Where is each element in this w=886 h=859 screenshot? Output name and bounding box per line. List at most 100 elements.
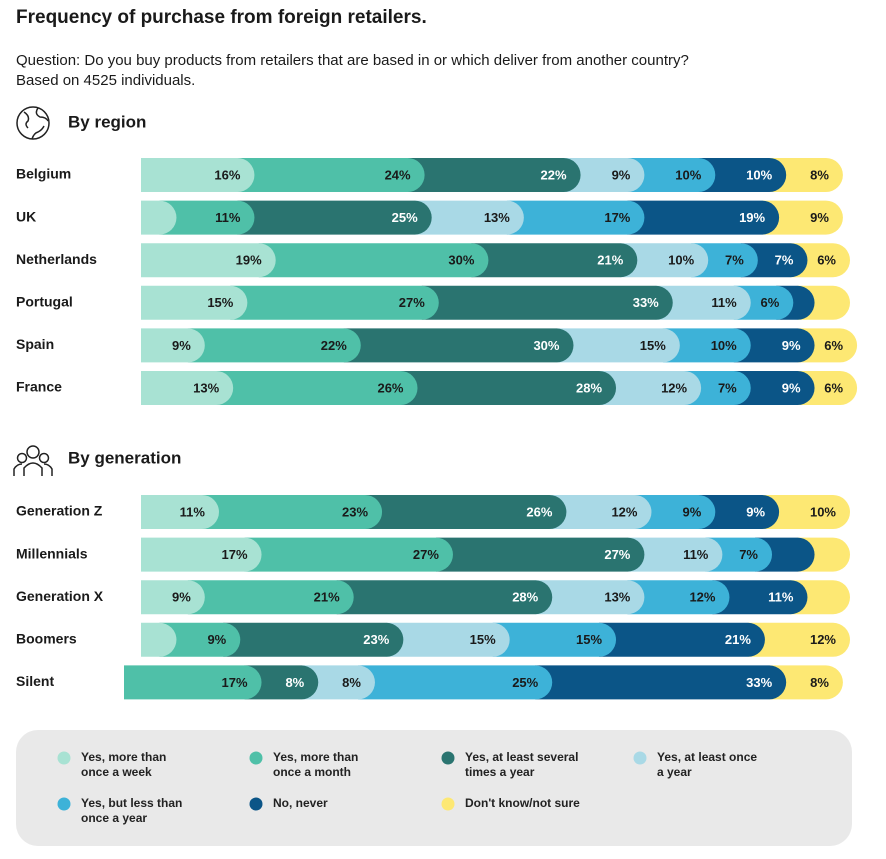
bar-segment: [790, 243, 850, 278]
value-label: 26%: [526, 504, 552, 519]
value-label: 6%: [817, 253, 836, 268]
bar-segment: [535, 665, 787, 700]
bar-segment: [223, 622, 404, 657]
value-label: 19%: [236, 253, 262, 268]
value-label: 7%: [775, 253, 794, 268]
value-label: 21%: [314, 590, 340, 605]
value-label: 13%: [484, 210, 510, 225]
value-label: 7%: [718, 380, 737, 395]
value-label: 12%: [689, 590, 715, 605]
value-label: 10%: [746, 167, 772, 182]
bar-segment: [627, 200, 780, 235]
bar-segment: [627, 580, 730, 615]
category-label: Generation Z: [16, 503, 103, 519]
value-label: 12%: [810, 632, 836, 647]
legend-label: No, never: [273, 796, 328, 810]
value-label: 26%: [377, 380, 403, 395]
legend-swatch: [249, 797, 263, 811]
value-label: 9%: [172, 590, 191, 605]
bar-segment: [506, 200, 645, 235]
chart-title: Frequency of purchase from foreign retai…: [16, 7, 427, 28]
bar-segment: [769, 158, 843, 192]
value-label: 27%: [413, 547, 439, 562]
value-label: 11%: [683, 547, 709, 562]
value-label: 11%: [180, 504, 206, 519]
value-label: 8%: [810, 167, 829, 182]
value-label: 11%: [768, 590, 794, 605]
value-label: 11%: [711, 295, 737, 310]
bar-segment: [655, 285, 751, 320]
panel-title: By region: [68, 112, 146, 131]
category-label: Belgium: [16, 166, 71, 182]
value-label: 22%: [541, 167, 567, 182]
bar-segment: [755, 537, 815, 572]
bar-segment: [141, 537, 262, 572]
bar-segment: [733, 371, 815, 405]
value-label: 12%: [611, 504, 637, 519]
value-label: 10%: [675, 167, 701, 182]
bar-segment: [244, 665, 319, 700]
bar-segment: [627, 158, 716, 192]
category-label: France: [16, 379, 62, 395]
value-label: 11%: [215, 210, 241, 225]
bar-segment: [230, 285, 439, 320]
category-label: Portugal: [16, 294, 73, 310]
value-label: 25%: [512, 675, 538, 690]
value-label: 7%: [739, 547, 758, 562]
legend-label: Yes, at least once a year: [657, 750, 758, 779]
value-label: 24%: [385, 167, 411, 182]
value-label: 17%: [604, 210, 630, 225]
value-label: 23%: [342, 504, 368, 519]
bar-segment: [698, 158, 787, 192]
bar-segment: [141, 495, 219, 529]
bar-segment: [733, 328, 815, 363]
value-label: 9%: [782, 338, 801, 353]
bar-segment: [365, 495, 567, 529]
bar-segment: [712, 580, 808, 615]
bar-segment: [535, 580, 645, 615]
value-label: 28%: [512, 590, 538, 605]
bar-segment: [141, 328, 205, 363]
value-label: 13%: [193, 380, 219, 395]
bar-segment: [159, 622, 241, 657]
bar-segment: [237, 200, 432, 235]
legend-label: Yes, more than once a month: [273, 750, 359, 779]
legend-label: Yes, more than once a week: [81, 750, 167, 779]
bar-segment: [435, 537, 645, 572]
value-label: 10%: [668, 253, 694, 268]
value-label: 15%: [640, 338, 666, 353]
bar-segment: [141, 580, 205, 615]
bar-segment: [691, 243, 758, 278]
bar-segment: [556, 328, 680, 363]
bar-segment: [414, 200, 524, 235]
value-label: 33%: [746, 675, 772, 690]
value-label: 9%: [207, 632, 226, 647]
bar-segment: [733, 285, 794, 320]
legend-swatch: [633, 751, 647, 765]
bar-segment: [258, 243, 489, 278]
legend-label: Don't know/not sure: [465, 796, 580, 810]
value-label: 27%: [604, 547, 630, 562]
legend-swatch: [57, 751, 71, 765]
legend-label: Yes, at least several times a year: [465, 750, 579, 779]
value-label: 9%: [682, 504, 701, 519]
value-label: 9%: [782, 380, 801, 395]
bar-segment: [301, 665, 375, 700]
value-label: 28%: [576, 380, 602, 395]
bar-segment: [740, 243, 808, 278]
subtitle: Based on 4525 individuals.: [16, 72, 195, 89]
bar-segment: [492, 622, 617, 657]
legend-swatch: [249, 751, 263, 765]
people-icon: [13, 445, 53, 476]
panel-title: By generation: [68, 448, 181, 467]
bar-segment: [141, 371, 234, 405]
legend-swatch: [441, 751, 455, 765]
value-label: 6%: [760, 295, 779, 310]
legend-swatch: [441, 797, 455, 811]
bar-segment: [159, 200, 255, 235]
category-label: Millennials: [16, 545, 88, 561]
legend-box: [16, 730, 852, 846]
value-label: 9%: [172, 338, 191, 353]
bar-segment: [141, 285, 248, 320]
